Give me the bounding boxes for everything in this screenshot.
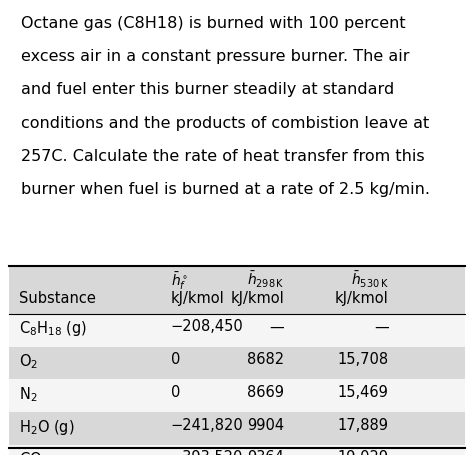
Bar [9, 379, 465, 412]
Text: 15,469: 15,469 [338, 385, 389, 400]
Text: Substance: Substance [19, 291, 96, 306]
Text: and fuel enter this burner steadily at standard: and fuel enter this burner steadily at s… [21, 82, 394, 97]
Text: 0: 0 [171, 385, 180, 400]
Text: 8669: 8669 [247, 385, 284, 400]
Text: 9904: 9904 [247, 418, 284, 433]
Text: 15,708: 15,708 [337, 352, 389, 367]
Text: 8682: 8682 [247, 352, 284, 367]
Bar [9, 412, 465, 445]
Text: conditions and the products of combistion leave at: conditions and the products of combistio… [21, 116, 429, 131]
Text: 17,889: 17,889 [337, 418, 389, 433]
Text: kJ/kmol: kJ/kmol [335, 291, 389, 306]
Text: $\bar{h}_f^\circ$: $\bar{h}_f^\circ$ [171, 270, 188, 292]
Text: $\mathrm{N_2}$: $\mathrm{N_2}$ [19, 385, 37, 404]
Bar [9, 347, 465, 379]
Text: kJ/kmol: kJ/kmol [171, 291, 224, 306]
Text: $\mathrm{O_2}$: $\mathrm{O_2}$ [19, 352, 38, 371]
Text: kJ/kmol: kJ/kmol [231, 291, 284, 306]
Text: 0: 0 [171, 352, 180, 367]
Text: $\mathrm{CO_2}$: $\mathrm{CO_2}$ [19, 450, 48, 455]
Text: 9364: 9364 [247, 450, 284, 455]
Text: 257C. Calculate the rate of heat transfer from this: 257C. Calculate the rate of heat transfe… [21, 149, 425, 164]
Bar [9, 266, 465, 448]
Bar [9, 266, 465, 314]
Bar [9, 445, 465, 455]
Text: −393,520: −393,520 [171, 450, 243, 455]
Text: —: — [270, 319, 284, 334]
Text: $\mathrm{C_8H_{18}}$ (g): $\mathrm{C_8H_{18}}$ (g) [19, 319, 87, 339]
Text: $\bar{h}_{530\,\mathrm{K}}$: $\bar{h}_{530\,\mathrm{K}}$ [351, 270, 389, 290]
Text: $\bar{h}_{298\,\mathrm{K}}$: $\bar{h}_{298\,\mathrm{K}}$ [247, 270, 284, 290]
Text: 19,029: 19,029 [337, 450, 389, 455]
Text: Octane gas (C8H18) is burned with 100 percent: Octane gas (C8H18) is burned with 100 pe… [21, 16, 406, 31]
Text: —: — [374, 319, 389, 334]
Text: −241,820: −241,820 [171, 418, 243, 433]
Text: burner when fuel is burned at a rate of 2.5 kg/min.: burner when fuel is burned at a rate of … [21, 182, 430, 197]
Text: −208,450: −208,450 [171, 319, 243, 334]
Bar [9, 314, 465, 347]
Text: $\mathrm{H_2O}$ (g): $\mathrm{H_2O}$ (g) [19, 418, 74, 437]
Text: excess air in a constant pressure burner. The air: excess air in a constant pressure burner… [21, 49, 410, 64]
